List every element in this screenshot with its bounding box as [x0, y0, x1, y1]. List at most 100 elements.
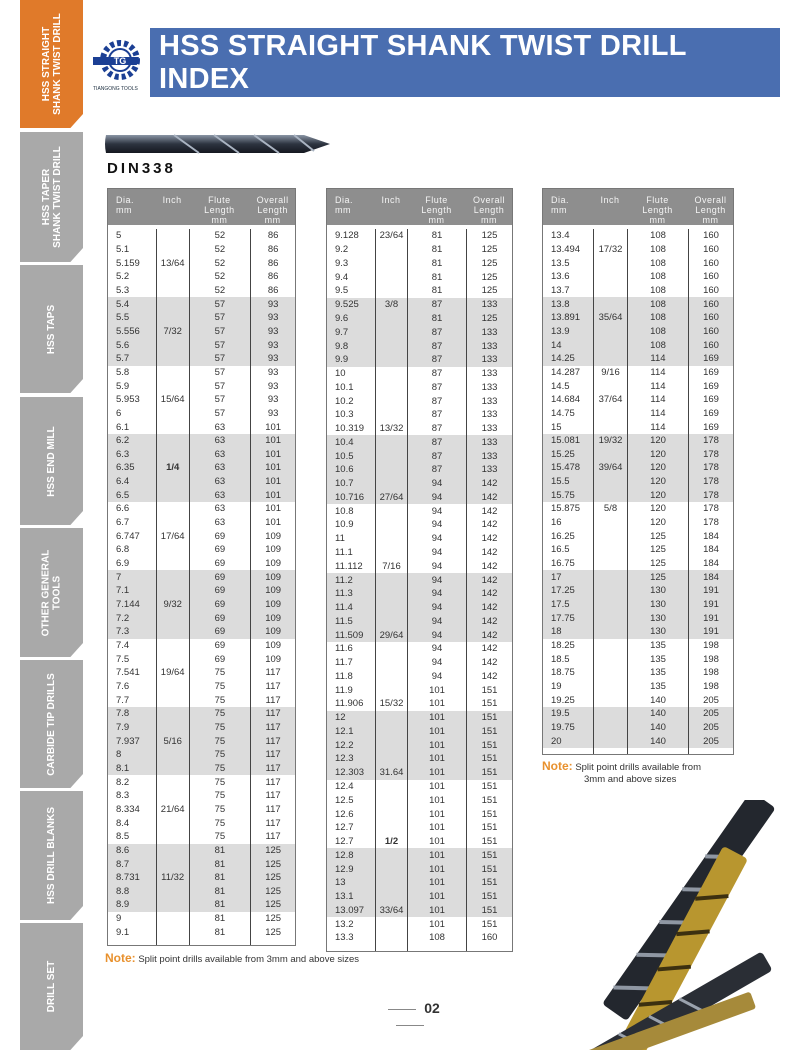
dia-cell: 12.7	[335, 822, 354, 834]
flute-length-cell: 63	[188, 420, 251, 434]
overall-length-cell: 191	[688, 611, 733, 626]
sidebar-tab[interactable]: DRILL SET	[20, 923, 83, 1050]
table-row: 11.509 29/64 94 142	[327, 628, 512, 642]
flute-length-cell: 94	[407, 614, 466, 629]
table-row: 9.3 81 125	[327, 256, 512, 271]
table-row: 13.891 35/64 108 160	[543, 310, 733, 325]
sidebar-tab[interactable]: OTHER GENERAL TOOLS	[20, 528, 83, 657]
inch-cell	[375, 366, 407, 381]
inch-cell	[375, 256, 407, 271]
inch-cell: 11/32	[155, 870, 189, 885]
overall-length-cell: 117	[250, 693, 295, 707]
sidebar-tab[interactable]: HSS STRAIGHT SHANK TWIST DRILL	[20, 0, 83, 128]
overall-length-cell: 142	[466, 641, 512, 656]
inch-cell	[375, 655, 407, 670]
inch-cell: 19/64	[155, 666, 189, 680]
sidebar-tab[interactable]: HSS DRILL BLANKS	[20, 791, 83, 920]
flute-length-cell: 125	[627, 529, 688, 544]
dia-cell: 9.5	[335, 285, 349, 297]
dia-cell: 6.8	[116, 544, 130, 556]
column-header: Inch	[381, 195, 401, 205]
flute-length-cell: 94	[407, 490, 466, 505]
dia-cell: 10.319	[335, 423, 365, 435]
dia-cell: 15.478	[551, 462, 581, 474]
table-row: 11.7 94 142	[327, 655, 512, 670]
overall-length-cell: 151	[466, 889, 512, 904]
dia-cell: 12.2	[335, 739, 354, 751]
overall-length-cell: 133	[466, 339, 512, 353]
overall-length-cell: 117	[250, 775, 295, 789]
table-row: 10.7 94 142	[327, 476, 512, 491]
inch-cell	[155, 351, 189, 366]
flute-length-cell: 75	[188, 816, 251, 830]
sidebar-tab[interactable]: HSS TAPER SHANK TWIST DRILL	[20, 132, 83, 262]
inch-cell	[593, 338, 627, 352]
table-row: 11 94 142	[327, 531, 512, 546]
inch-cell	[375, 931, 407, 945]
flute-length-cell: 101	[407, 793, 466, 808]
overall-length-cell: 178	[688, 433, 733, 448]
overall-length-cell: 160	[688, 283, 733, 298]
flute-length-cell: 130	[627, 584, 688, 598]
overall-length-cell: 142	[466, 559, 512, 574]
inch-cell	[155, 229, 189, 243]
dia-cell: 8.2	[116, 776, 130, 788]
flute-length-cell: 81	[188, 911, 251, 926]
overall-length-cell: 101	[250, 502, 295, 516]
inch-cell: 19/32	[593, 433, 627, 448]
inch-cell: 15/64	[155, 392, 189, 407]
sidebar-tab-label: OTHER GENERAL TOOLS	[40, 549, 63, 636]
flute-length-cell: 114	[627, 420, 688, 434]
table-row: 6 57 93	[108, 406, 295, 421]
inch-cell	[375, 889, 407, 904]
dia-cell: 8.334	[116, 803, 140, 815]
dia-cell: 6.2	[116, 435, 130, 447]
flute-length-cell: 135	[627, 679, 688, 694]
flute-length-cell: 101	[407, 765, 466, 780]
overall-length-cell: 133	[466, 352, 512, 367]
inch-cell	[593, 351, 627, 366]
table-row: 9.7 87 133	[327, 325, 512, 340]
inch-cell: 13/32	[375, 421, 407, 436]
overall-length-cell: 86	[250, 269, 295, 284]
sidebar-tab[interactable]: HSS END MILL	[20, 397, 83, 525]
inch-cell	[375, 545, 407, 560]
dia-cell: 15.875	[551, 503, 581, 515]
inch-cell: 23/64	[375, 229, 407, 243]
sidebar-tab[interactable]: CARBIDE TIP DRILLS	[20, 660, 83, 788]
table-row: 8.3 75 117	[108, 788, 295, 803]
inch-cell	[155, 911, 189, 926]
inch-cell	[593, 297, 627, 311]
dia-cell: 9.9	[335, 354, 349, 366]
dia-cell: 19.75	[551, 721, 575, 733]
flute-length-cell: 75	[188, 788, 251, 803]
overall-length-cell: 109	[250, 529, 295, 544]
flute-length-cell: 87	[407, 339, 466, 353]
dia-cell: 5.6	[116, 339, 130, 351]
sidebar-tab[interactable]: HSS TAPS	[20, 265, 83, 393]
inch-cell	[155, 857, 189, 871]
inch-cell	[375, 311, 407, 326]
dia-cell: 16.5	[551, 544, 570, 556]
inch-cell: 9/32	[155, 597, 189, 612]
overall-length-cell: 184	[688, 543, 733, 557]
flute-length-cell: 101	[407, 889, 466, 904]
overall-length-cell: 151	[466, 903, 512, 918]
table-row: 12.303 31.64 101 151	[327, 765, 512, 780]
dia-cell: 6.6	[116, 503, 130, 515]
inch-cell	[155, 242, 189, 257]
flute-length-cell: 120	[627, 461, 688, 475]
table-row: 15.25 120 178	[543, 447, 733, 462]
overall-length-cell: 117	[250, 666, 295, 680]
dia-cell: 5.7	[116, 353, 130, 365]
flute-length-cell: 101	[407, 697, 466, 711]
overall-length-cell: 160	[688, 269, 733, 284]
flute-length-cell: 108	[627, 338, 688, 352]
flute-length-cell: 125	[627, 556, 688, 571]
inch-cell	[593, 406, 627, 421]
dia-cell: 9.8	[335, 340, 349, 352]
flute-length-cell: 75	[188, 706, 251, 721]
flute-length-cell: 120	[627, 447, 688, 462]
dia-cell: 13.494	[551, 243, 581, 255]
inch-cell	[155, 447, 189, 462]
